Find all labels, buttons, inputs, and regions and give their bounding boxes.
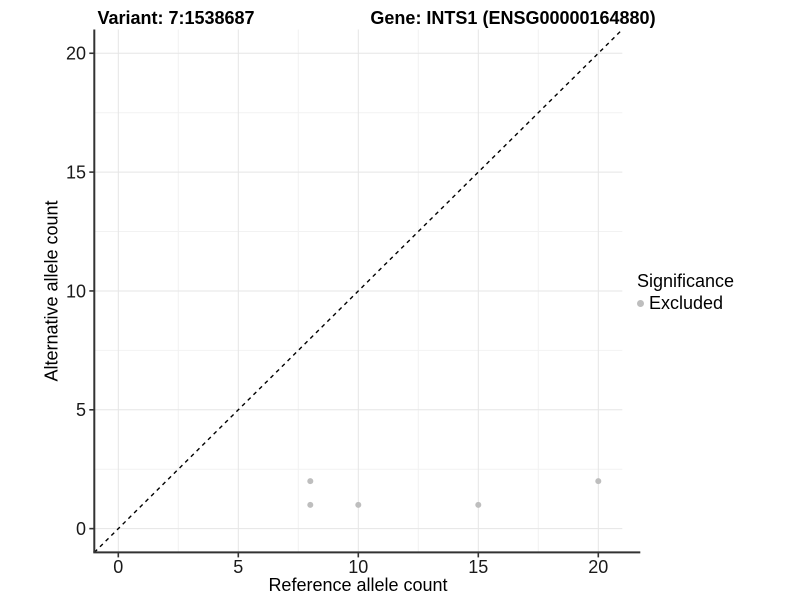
legend-item-excluded: Excluded [637, 293, 734, 313]
excluded-point-icon [637, 299, 644, 307]
legend-item-label: Excluded [649, 293, 724, 313]
legend-title: Significance [637, 271, 735, 291]
plot-title-gene: Gene: INTS1 (ENSG00000164880) [370, 8, 656, 28]
y-tick-label: 5 [76, 400, 86, 420]
y-tick-label: 10 [66, 281, 86, 301]
x-tick-label: 0 [113, 557, 123, 577]
y-tick-label: 0 [76, 519, 86, 539]
data-point [595, 478, 602, 485]
data-point [355, 501, 362, 508]
data-point [307, 478, 314, 485]
legend: Significance Excluded [637, 271, 734, 313]
x-tick-label: 20 [588, 557, 608, 577]
plot-title-variant: Variant: 7:1538687 [97, 8, 255, 28]
y-axis-title: Alternative allele count [41, 200, 62, 382]
data-point [475, 501, 482, 508]
identity-line [93, 29, 623, 553]
y-tick-label: 15 [66, 162, 86, 182]
x-tick-label: 10 [348, 557, 368, 577]
x-axis-title: Reference allele count [268, 575, 448, 595]
x-tick-label: 15 [468, 557, 488, 577]
x-tick-label: 5 [233, 557, 243, 577]
y-tick-label: 20 [66, 44, 86, 64]
data-point [307, 501, 314, 508]
